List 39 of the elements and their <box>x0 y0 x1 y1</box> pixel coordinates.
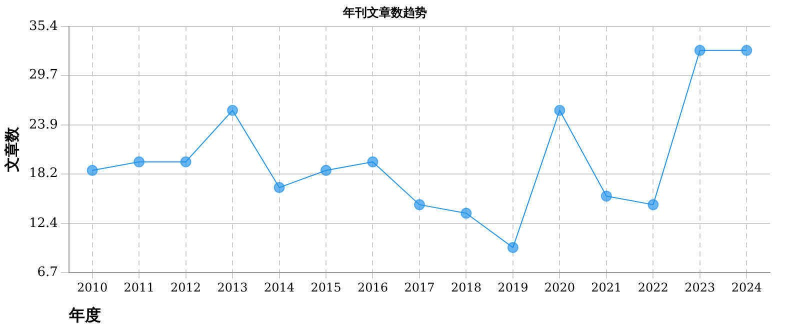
point <box>274 182 285 194</box>
x-tick-label: 2012 <box>170 280 202 295</box>
point <box>507 242 518 254</box>
x-tick-label: 2017 <box>404 280 435 295</box>
point <box>227 104 238 116</box>
y-tick-label: 18.2 <box>28 166 58 182</box>
point <box>320 164 332 176</box>
x-tick-label: 2021 <box>591 280 622 295</box>
y-tick-label: 35.4 <box>28 18 58 34</box>
y-axis-title: 文章数 <box>2 126 21 173</box>
y-tick-label: 12.4 <box>28 216 58 231</box>
x-tick-label: 2023 <box>684 280 716 295</box>
x-axis-title: 年度 <box>68 306 101 325</box>
point <box>694 44 706 56</box>
x-tick-label: 2024 <box>731 280 762 295</box>
y-tick-label: 29.7 <box>28 68 58 83</box>
x-tick-label: 2013 <box>217 280 248 295</box>
point <box>600 190 612 202</box>
x-tick-label: 2019 <box>498 280 528 295</box>
point <box>367 156 378 168</box>
point <box>134 156 145 168</box>
x-tick-label: 2020 <box>544 280 575 295</box>
x-tick-label: 2022 <box>638 280 668 295</box>
chart-title: 年刊文章数趋势 <box>342 5 427 20</box>
point <box>648 199 659 210</box>
x-tick-label: 2015 <box>310 280 342 295</box>
y-tick-label: 6.7 <box>37 264 58 280</box>
x-tick-label: 2011 <box>124 280 154 295</box>
point <box>86 164 98 176</box>
point <box>180 156 192 168</box>
x-tick-label: 2010 <box>77 280 108 295</box>
x-tick-label: 2016 <box>357 280 388 295</box>
point <box>741 44 752 56</box>
y-tick-label: 23.9 <box>28 117 58 132</box>
x-tick-label: 2018 <box>450 280 482 295</box>
point <box>554 104 566 116</box>
x-tick-label: 2014 <box>264 280 295 295</box>
point <box>460 208 472 219</box>
point <box>414 199 425 210</box>
